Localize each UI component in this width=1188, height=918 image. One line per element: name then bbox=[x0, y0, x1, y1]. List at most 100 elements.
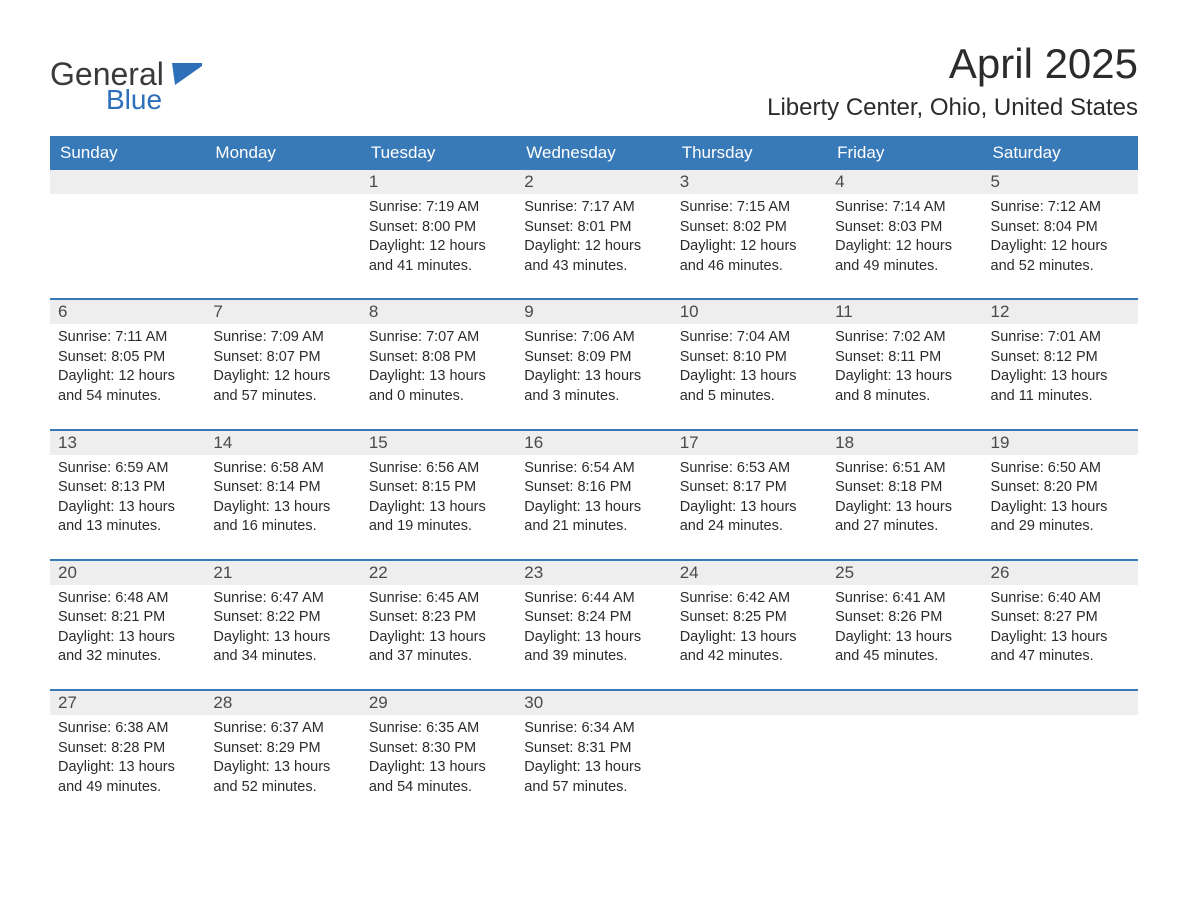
day-number: 27 bbox=[50, 693, 77, 713]
sunrise-text: Sunrise: 6:35 AM bbox=[369, 719, 508, 739]
daylight-line2: and 34 minutes. bbox=[213, 647, 352, 667]
day-number: 8 bbox=[361, 302, 378, 322]
day-number: 1 bbox=[361, 172, 378, 192]
sunrise-text: Sunrise: 7:01 AM bbox=[991, 328, 1130, 348]
daylight-line1: Daylight: 13 hours bbox=[369, 628, 508, 648]
week-row: 20Sunrise: 6:48 AMSunset: 8:21 PMDayligh… bbox=[50, 559, 1138, 675]
sunrise-text: Sunrise: 6:50 AM bbox=[991, 459, 1130, 479]
day-body: Sunrise: 7:07 AMSunset: 8:08 PMDaylight:… bbox=[361, 324, 516, 414]
day-cell: 1Sunrise: 7:19 AMSunset: 8:00 PMDaylight… bbox=[361, 170, 516, 284]
dow-wednesday: Wednesday bbox=[516, 136, 671, 170]
sunset-text: Sunset: 8:21 PM bbox=[58, 608, 197, 628]
daylight-line2: and 5 minutes. bbox=[680, 387, 819, 407]
daylight-line1: Daylight: 13 hours bbox=[58, 498, 197, 518]
daylight-line1: Daylight: 12 hours bbox=[369, 237, 508, 257]
sunrise-text: Sunrise: 7:15 AM bbox=[680, 198, 819, 218]
dow-header-row: SundayMondayTuesdayWednesdayThursdayFrid… bbox=[50, 136, 1138, 170]
day-number: 3 bbox=[672, 172, 689, 192]
daylight-line1: Daylight: 13 hours bbox=[58, 628, 197, 648]
daylight-line2: and 13 minutes. bbox=[58, 517, 197, 537]
sunset-text: Sunset: 8:09 PM bbox=[524, 348, 663, 368]
daylight-line1: Daylight: 13 hours bbox=[524, 758, 663, 778]
logo-word-blue: Blue bbox=[106, 86, 202, 114]
sunrise-text: Sunrise: 6:48 AM bbox=[58, 589, 197, 609]
sunrise-text: Sunrise: 6:47 AM bbox=[213, 589, 352, 609]
day-body: Sunrise: 7:12 AMSunset: 8:04 PMDaylight:… bbox=[983, 194, 1138, 284]
daylight-line2: and 49 minutes. bbox=[58, 778, 197, 798]
daynum-row: 16 bbox=[516, 431, 671, 455]
day-number: 21 bbox=[205, 563, 232, 583]
day-number: 4 bbox=[827, 172, 844, 192]
daylight-line1: Daylight: 12 hours bbox=[680, 237, 819, 257]
daynum-row: 19 bbox=[983, 431, 1138, 455]
day-number: 26 bbox=[983, 563, 1010, 583]
sunset-text: Sunset: 8:02 PM bbox=[680, 218, 819, 238]
daylight-line1: Daylight: 13 hours bbox=[680, 367, 819, 387]
daynum-row bbox=[983, 691, 1138, 715]
daylight-line2: and 11 minutes. bbox=[991, 387, 1130, 407]
day-number: 30 bbox=[516, 693, 543, 713]
daylight-line1: Daylight: 13 hours bbox=[58, 758, 197, 778]
daylight-line1: Daylight: 13 hours bbox=[835, 628, 974, 648]
day-number: 10 bbox=[672, 302, 699, 322]
daynum-row bbox=[672, 691, 827, 715]
day-body bbox=[672, 715, 827, 727]
daynum-row: 21 bbox=[205, 561, 360, 585]
sunset-text: Sunset: 8:20 PM bbox=[991, 478, 1130, 498]
weeks-container: 1Sunrise: 7:19 AMSunset: 8:00 PMDaylight… bbox=[50, 170, 1138, 805]
dow-monday: Monday bbox=[205, 136, 360, 170]
daynum-row: 11 bbox=[827, 300, 982, 324]
daynum-row bbox=[827, 691, 982, 715]
daylight-line1: Daylight: 13 hours bbox=[213, 498, 352, 518]
day-body: Sunrise: 6:45 AMSunset: 8:23 PMDaylight:… bbox=[361, 585, 516, 675]
daylight-line2: and 16 minutes. bbox=[213, 517, 352, 537]
daynum-row: 1 bbox=[361, 170, 516, 194]
sunrise-text: Sunrise: 6:42 AM bbox=[680, 589, 819, 609]
day-cell: 27Sunrise: 6:38 AMSunset: 8:28 PMDayligh… bbox=[50, 691, 205, 805]
day-body: Sunrise: 6:56 AMSunset: 8:15 PMDaylight:… bbox=[361, 455, 516, 545]
sunset-text: Sunset: 8:30 PM bbox=[369, 739, 508, 759]
week-row: 6Sunrise: 7:11 AMSunset: 8:05 PMDaylight… bbox=[50, 298, 1138, 414]
daylight-line1: Daylight: 13 hours bbox=[369, 498, 508, 518]
day-cell: 28Sunrise: 6:37 AMSunset: 8:29 PMDayligh… bbox=[205, 691, 360, 805]
daylight-line1: Daylight: 12 hours bbox=[213, 367, 352, 387]
month-title: April 2025 bbox=[767, 40, 1138, 88]
daylight-line2: and 19 minutes. bbox=[369, 517, 508, 537]
daynum-row: 26 bbox=[983, 561, 1138, 585]
daynum-row: 15 bbox=[361, 431, 516, 455]
day-body: Sunrise: 6:37 AMSunset: 8:29 PMDaylight:… bbox=[205, 715, 360, 805]
day-cell: 5Sunrise: 7:12 AMSunset: 8:04 PMDaylight… bbox=[983, 170, 1138, 284]
daynum-row: 3 bbox=[672, 170, 827, 194]
week-row: 1Sunrise: 7:19 AMSunset: 8:00 PMDaylight… bbox=[50, 170, 1138, 284]
sunset-text: Sunset: 8:10 PM bbox=[680, 348, 819, 368]
day-body: Sunrise: 7:06 AMSunset: 8:09 PMDaylight:… bbox=[516, 324, 671, 414]
daylight-line1: Daylight: 13 hours bbox=[213, 758, 352, 778]
dow-thursday: Thursday bbox=[672, 136, 827, 170]
dow-friday: Friday bbox=[827, 136, 982, 170]
dow-sunday: Sunday bbox=[50, 136, 205, 170]
day-cell: 17Sunrise: 6:53 AMSunset: 8:17 PMDayligh… bbox=[672, 431, 827, 545]
daylight-line2: and 46 minutes. bbox=[680, 257, 819, 277]
day-cell bbox=[672, 691, 827, 805]
day-body bbox=[50, 194, 205, 206]
day-number: 28 bbox=[205, 693, 232, 713]
sunset-text: Sunset: 8:18 PM bbox=[835, 478, 974, 498]
sunrise-text: Sunrise: 6:37 AM bbox=[213, 719, 352, 739]
sunrise-text: Sunrise: 7:19 AM bbox=[369, 198, 508, 218]
day-cell: 15Sunrise: 6:56 AMSunset: 8:15 PMDayligh… bbox=[361, 431, 516, 545]
day-cell: 7Sunrise: 7:09 AMSunset: 8:07 PMDaylight… bbox=[205, 300, 360, 414]
sunrise-text: Sunrise: 6:45 AM bbox=[369, 589, 508, 609]
day-body: Sunrise: 6:38 AMSunset: 8:28 PMDaylight:… bbox=[50, 715, 205, 805]
header: General Blue April 2025 Liberty Center, … bbox=[50, 40, 1138, 122]
daynum-row: 20 bbox=[50, 561, 205, 585]
day-body: Sunrise: 7:04 AMSunset: 8:10 PMDaylight:… bbox=[672, 324, 827, 414]
daynum-row: 23 bbox=[516, 561, 671, 585]
day-body: Sunrise: 6:48 AMSunset: 8:21 PMDaylight:… bbox=[50, 585, 205, 675]
day-body: Sunrise: 7:01 AMSunset: 8:12 PMDaylight:… bbox=[983, 324, 1138, 414]
day-body: Sunrise: 6:54 AMSunset: 8:16 PMDaylight:… bbox=[516, 455, 671, 545]
daynum-row: 2 bbox=[516, 170, 671, 194]
daynum-row: 24 bbox=[672, 561, 827, 585]
daynum-row bbox=[205, 170, 360, 194]
daylight-line2: and 39 minutes. bbox=[524, 647, 663, 667]
daynum-row: 5 bbox=[983, 170, 1138, 194]
